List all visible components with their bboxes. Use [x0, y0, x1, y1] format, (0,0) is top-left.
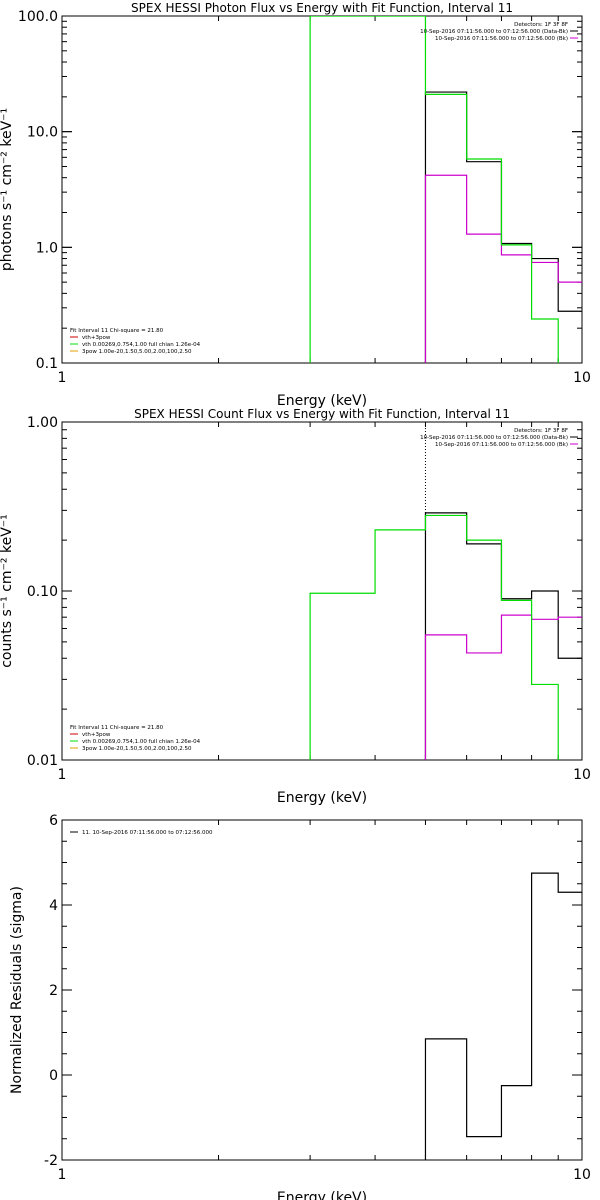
y-tick-label: 0.10: [27, 584, 58, 600]
y-tick-label: 1.0: [36, 240, 58, 256]
x-tick-label: 1: [58, 370, 67, 386]
series-line-vth: [309, 514, 559, 760]
series-line-vth: [309, 16, 559, 363]
series-line-(Bk): [424, 174, 582, 363]
y-tick-label: 100.0: [18, 9, 58, 25]
legend-entry: vth 0.00269,0.754,1.00 full chian 1.26e-…: [82, 739, 201, 745]
y-tick-label: 2: [49, 983, 58, 999]
series-group: [309, 512, 582, 760]
legend-entry: 10-Sep-2016 07:11:56.000 to 07:12:56.000…: [435, 442, 568, 448]
y-axis-label: counts s⁻¹ cm⁻² keV⁻¹: [0, 514, 15, 668]
x-tick-label: 10: [573, 1167, 591, 1183]
x-tick-label: 10: [573, 767, 591, 783]
legend-entry: 11. 10-Sep-2016 07:11:56.000 to 07:12:56…: [82, 830, 213, 836]
x-axis-label: Energy (keV): [277, 790, 367, 806]
y-axis-label: photons s⁻¹ cm⁻² keV⁻¹: [0, 108, 15, 271]
legend-entry: vth+3pow: [82, 732, 111, 738]
legend-entry: 3pow 1.00e-20,1.50,5.00,2.00,100,2.50: [82, 746, 192, 752]
legend-entry: vth 0.00269,0.754,1.00 full chian 1.26e-…: [82, 342, 201, 348]
chart-title: SPEX HESSI Count Flux vs Energy with Fit…: [134, 407, 510, 421]
series-group: [309, 16, 582, 363]
plot-frame: [61, 15, 583, 364]
legend-entry: Fit Interval 11 Chi-square = 21.80: [70, 328, 164, 334]
y-tick-label: 6: [49, 813, 58, 829]
legend-entry: Detectors: 1F 3F 8F: [514, 428, 568, 434]
legend-entry: 3pow 1.00e-20,1.50,5.00,2.00,100,2.50: [82, 349, 192, 355]
y-tick-label: 10.0: [27, 125, 58, 141]
chart-panel-3: 1 10 Energy (keV) -2 0 2 4 6 Normalized Residual…: [9, 813, 591, 1200]
legend-entry: 10-Sep-2016 07:11:56.000 to 07:12:56.000…: [435, 36, 568, 42]
x-tick-label: 1: [58, 1167, 67, 1183]
series-line-11: [424, 872, 582, 1160]
y-axis-label: Normalized Residuals (sigma): [9, 886, 25, 1094]
y-tick-label: 0: [49, 1068, 58, 1084]
legend-entry: 10-Sep-2016 07:11:56.000 to 07:12:56.000…: [420, 29, 568, 35]
legend-entry: vth+3pow: [82, 335, 111, 341]
y-tick-label: -2: [44, 1153, 58, 1169]
x-tick-label: 1: [58, 767, 67, 783]
x-tick-label: 10: [573, 370, 591, 386]
series-group: [424, 872, 582, 1160]
x-axis-label: Energy (keV): [277, 393, 367, 409]
plot-frame: [61, 819, 583, 1161]
plot-frame: [61, 421, 583, 761]
y-tick-label: 4: [49, 898, 58, 914]
legend-entry: Detectors: 1F 3F 8F: [514, 22, 568, 28]
legend-entry: Fit Interval 11 Chi-square = 21.80: [70, 725, 164, 731]
legend-entry: 10-Sep-2016 07:11:56.000 to 07:12:56.000…: [420, 435, 568, 441]
chart-panel-1: SPEX HESSI Photon Flux vs Energy with Fi…: [0, 1, 591, 409]
chart-title: SPEX HESSI Photon Flux vs Energy with Fi…: [131, 1, 513, 15]
y-tick-label: 0.1: [36, 356, 58, 372]
chart-panel-2: SPEX HESSI Count Flux vs Energy with Fit…: [0, 407, 591, 806]
series-line-(Bk): [424, 614, 582, 760]
y-tick-label: 0.01: [27, 753, 58, 769]
x-axis-label: Energy (keV): [277, 1190, 367, 1200]
y-tick-label: 1.00: [27, 415, 58, 431]
